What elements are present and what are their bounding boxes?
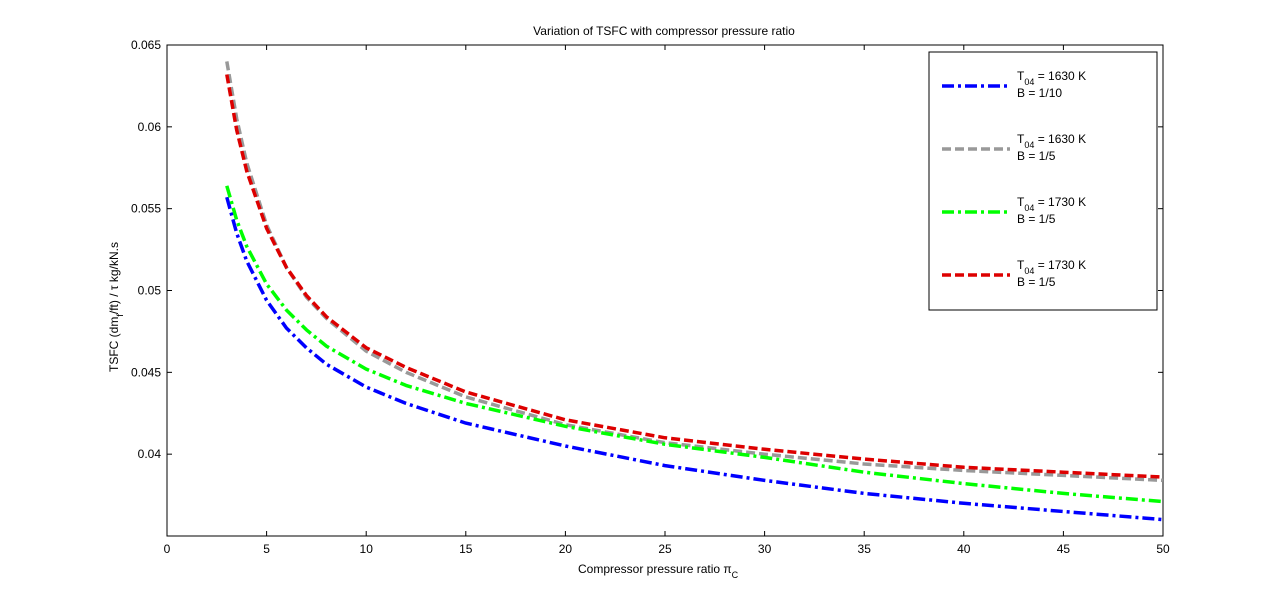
y-axis: 0.04 0.045 0.05 0.055 0.06 0.065 xyxy=(131,38,1163,461)
legend-label-temp-3: T04 = 1730 K xyxy=(1017,195,1086,213)
y-tick-label: 0.04 xyxy=(138,447,162,461)
legend-label-temp-value: = 1730 K xyxy=(1034,195,1086,209)
legend-label-temp-value: = 1630 K xyxy=(1034,132,1086,146)
y-axis-label-subscript: f xyxy=(115,314,125,317)
legend-label-temp-1: T04 = 1630 K xyxy=(1017,69,1086,87)
legend-label-bypass-1: B = 1/10 xyxy=(1017,86,1062,100)
x-tick-label: 0 xyxy=(164,542,171,556)
x-tick-label: 10 xyxy=(360,542,374,556)
legend-label-t: T xyxy=(1017,132,1025,146)
legend-label-subscript: 04 xyxy=(1024,77,1034,87)
x-axis-label: Compressor pressure ratio πC xyxy=(578,562,739,580)
x-tick-label: 40 xyxy=(957,542,971,556)
x-tick-label: 5 xyxy=(263,542,270,556)
series-line-3 xyxy=(225,185,1164,504)
legend-label-temp-value: = 1630 K xyxy=(1034,69,1086,83)
legend-label-t: T xyxy=(1017,69,1025,83)
x-axis: 0 5 10 15 20 25 30 35 40 45 50 xyxy=(164,45,1170,556)
y-axis-label: TSFC (dmf/ft) / τ kg/kN.s xyxy=(107,242,125,372)
legend-label-bypass-2: B = 1/5 xyxy=(1017,149,1056,163)
legend-label-bypass-4: B = 1/5 xyxy=(1017,275,1056,289)
legend-label-temp-2: T04 = 1630 K xyxy=(1017,132,1086,150)
series-line-1 xyxy=(225,196,1164,522)
series-lines xyxy=(225,61,1164,522)
x-tick-label: 15 xyxy=(459,542,473,556)
y-tick-label: 0.065 xyxy=(131,38,161,52)
legend-label-subscript: 04 xyxy=(1024,203,1034,213)
legend-box xyxy=(928,51,1158,311)
y-tick-label: 0.05 xyxy=(138,284,162,298)
x-tick-label: 50 xyxy=(1156,542,1170,556)
y-axis-label-part1: TSFC (dm xyxy=(107,317,121,372)
x-tick-label: 45 xyxy=(1057,542,1071,556)
legend-label-subscript: 04 xyxy=(1024,140,1034,150)
x-axis-label-main: Compressor pressure ratio π xyxy=(578,562,732,576)
y-axis-label-part2: /ft) / τ kg/kN.s xyxy=(107,242,121,314)
legend-label-subscript: 04 xyxy=(1024,266,1034,276)
y-tick-label: 0.045 xyxy=(131,365,161,379)
legend-label-temp-4: T04 = 1730 K xyxy=(1017,258,1086,276)
x-tick-label: 25 xyxy=(658,542,672,556)
legend-label-bypass-3: B = 1/5 xyxy=(1017,212,1056,226)
legend-label-temp-value: = 1730 K xyxy=(1034,258,1086,272)
x-tick-label: 35 xyxy=(858,542,872,556)
x-tick-label: 30 xyxy=(758,542,772,556)
x-axis-label-subscript: C xyxy=(732,570,739,580)
legend-label-t: T xyxy=(1017,195,1025,209)
y-tick-label: 0.06 xyxy=(138,120,162,134)
series-line-4 xyxy=(225,74,1164,479)
chart-title: Variation of TSFC with compressor pressu… xyxy=(533,24,795,38)
legend-label-t: T xyxy=(1017,258,1025,272)
x-tick-label: 20 xyxy=(559,542,573,556)
y-tick-label: 0.055 xyxy=(131,202,161,216)
